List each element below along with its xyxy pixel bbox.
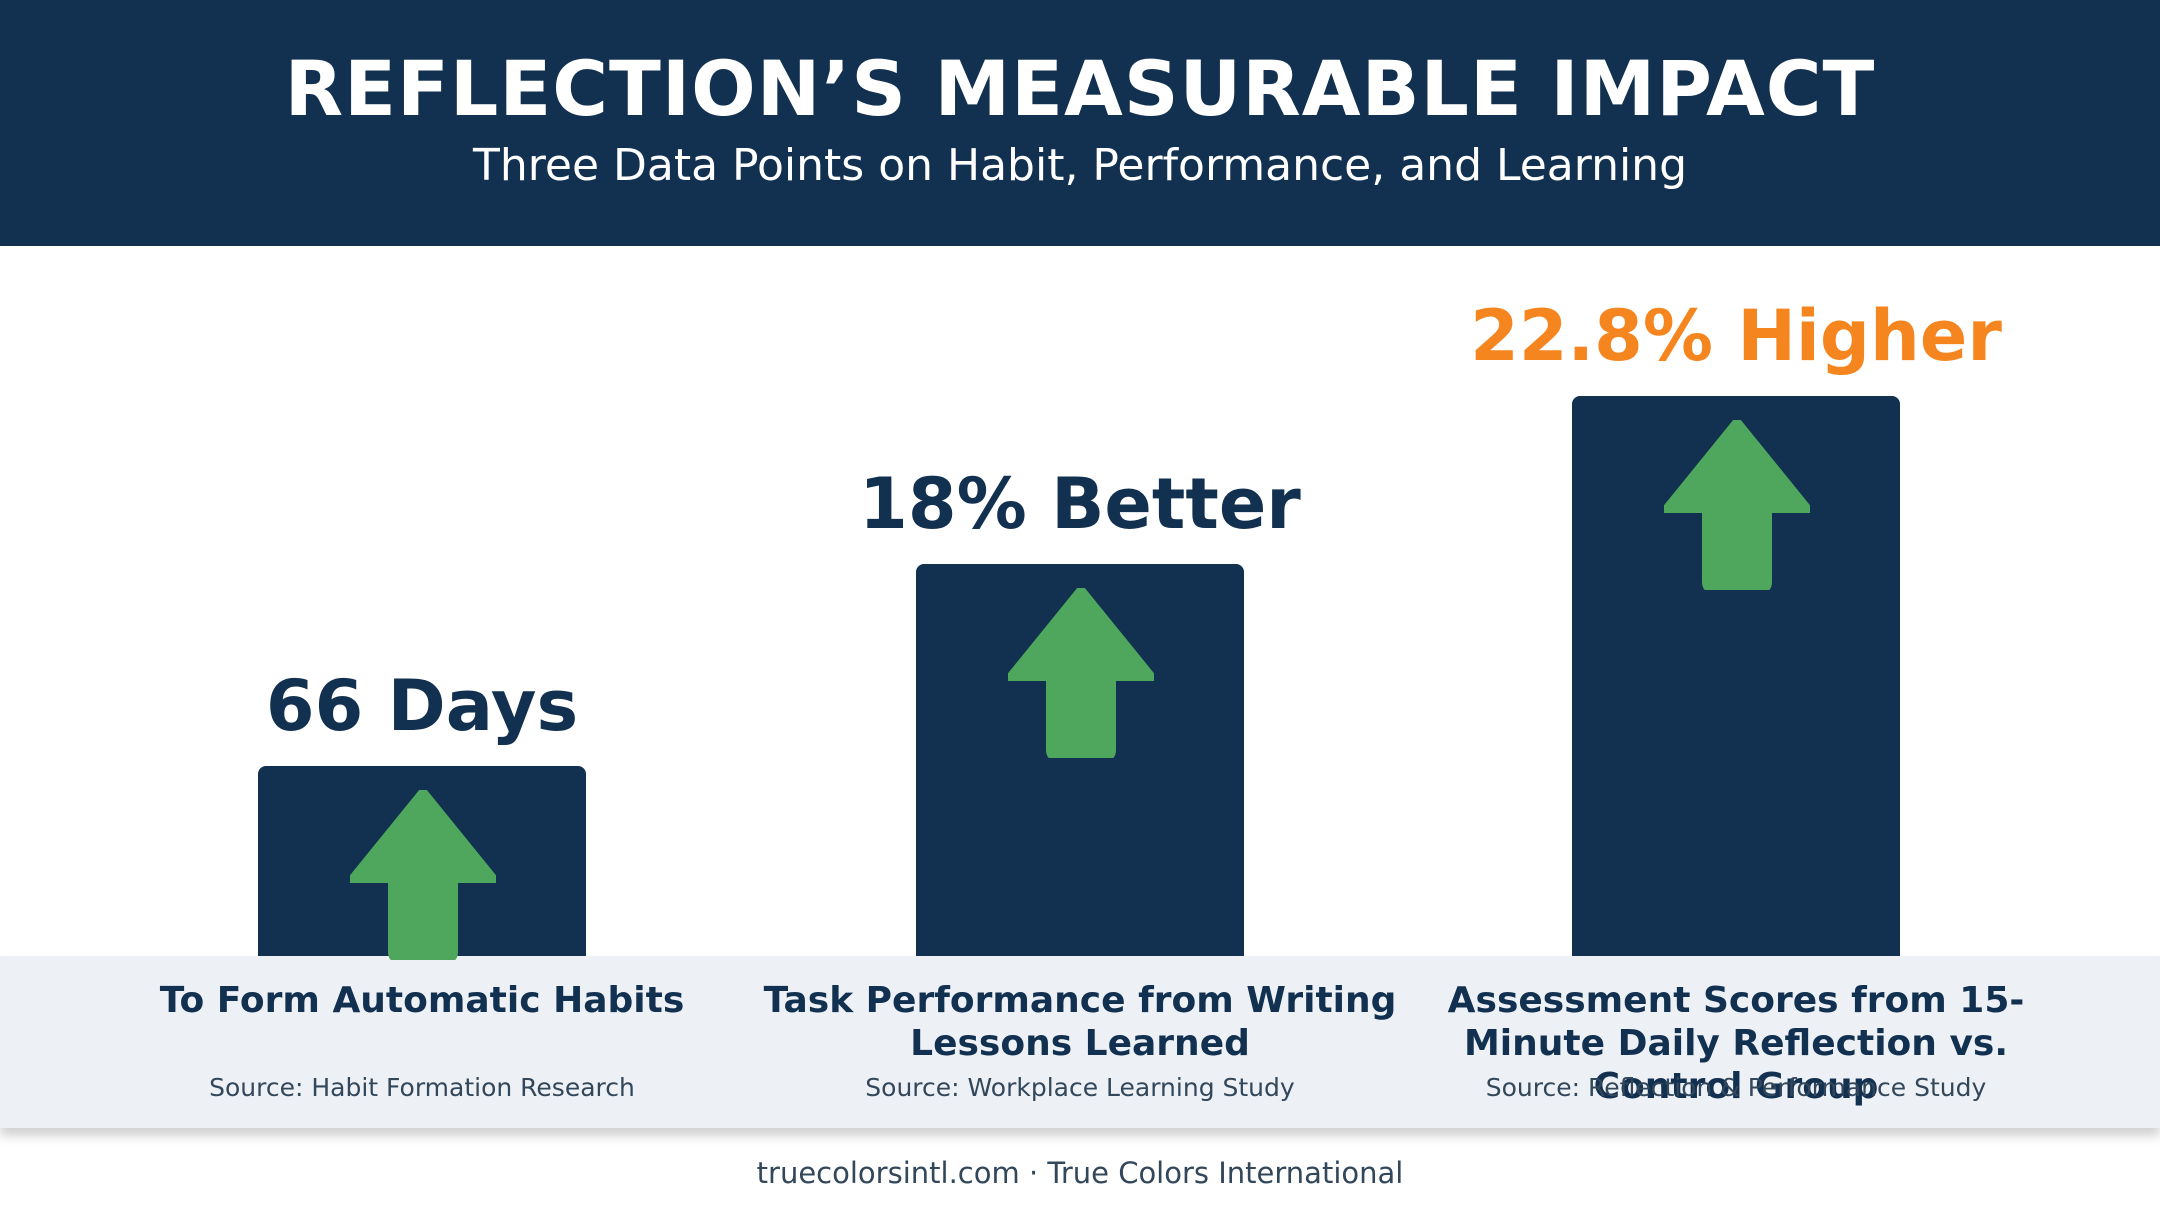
value-label-3: 22.8% Higher [1470,295,2002,377]
category-label-1: To Form Automatic Habits [159,980,685,1021]
label-band [0,956,2160,1128]
source-label-2: Source: Workplace Learning Study [865,1073,1295,1102]
header-banner: REFLECTION’S MEASURABLE IMPACT Three Dat… [0,0,2160,246]
up-arrow-icon [350,790,496,960]
category-label-3: Assessment Scores from 15-Minute Daily R… [1447,980,2025,1107]
category-label-2: Task Performance from Writing Lessons Le… [763,980,1397,1064]
up-arrow-icon [1008,588,1154,758]
footer-credit: truecolorsintl.com · True Colors Interna… [756,1156,1404,1190]
value-label-2: 18% Better [859,463,1301,545]
source-label-1: Source: Habit Formation Research [209,1073,635,1102]
up-arrow-icon [1664,420,1810,590]
bar-3 [1572,396,1900,956]
bar-1 [258,766,586,960]
page-subtitle: Three Data Points on Habit, Performance,… [472,140,1688,191]
source-label-3: Source: Reflection & Performance Study [1485,1073,1987,1102]
value-label-1: 66 Days [265,665,579,747]
bar-2 [916,564,1244,956]
page-title: REFLECTION’S MEASURABLE IMPACT [284,44,1876,133]
